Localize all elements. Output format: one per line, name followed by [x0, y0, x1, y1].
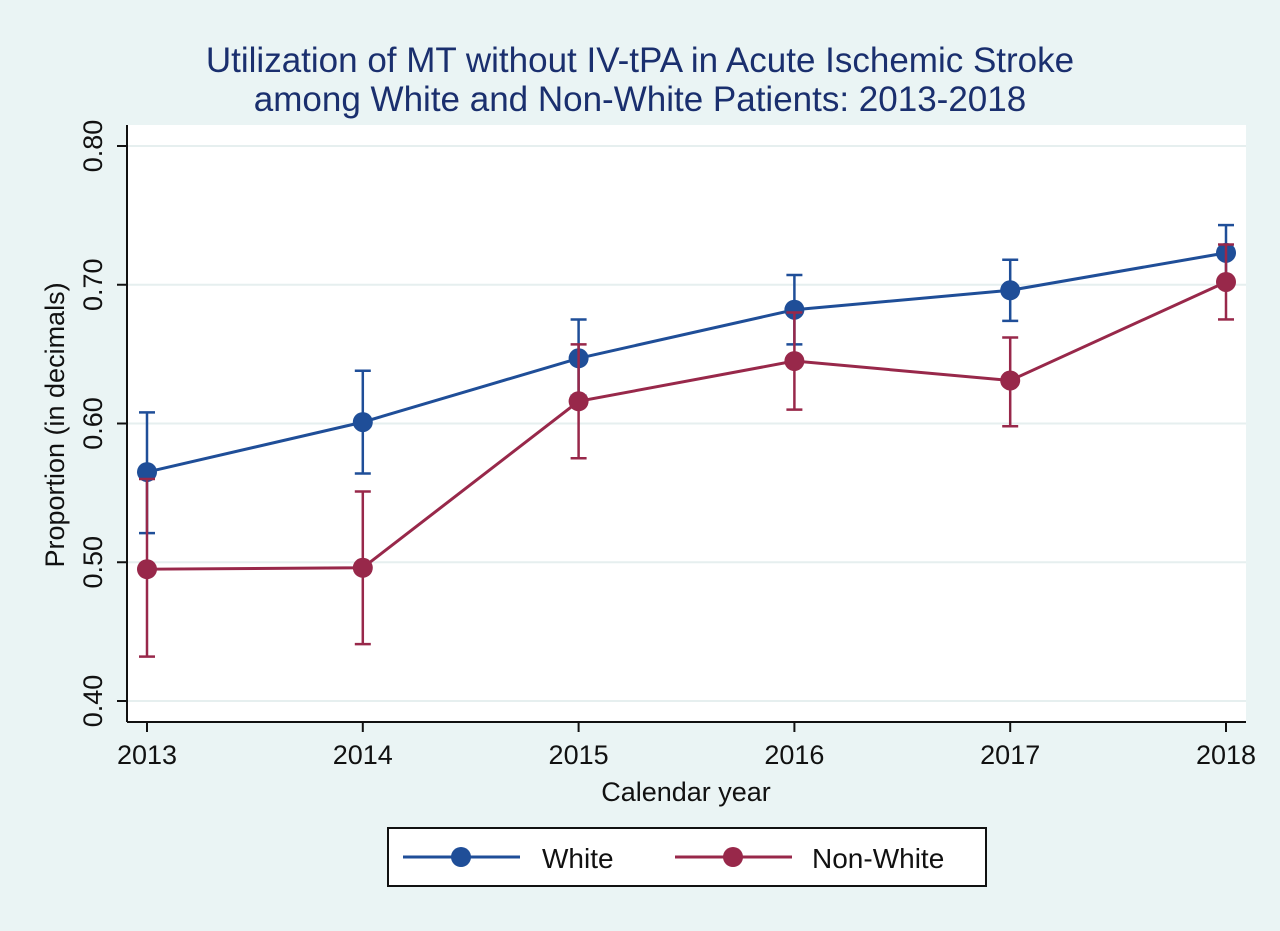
legend-marker-white	[451, 847, 471, 867]
data-point-non-white-2017	[1000, 370, 1021, 391]
data-point-non-white-2016	[784, 351, 805, 372]
data-point-white-2017	[1000, 280, 1021, 301]
data-point-non-white-2014	[352, 557, 373, 578]
y-tick-label-1: 0.50	[78, 536, 108, 589]
chart-title: Utilization of MT without IV-tPA in Acut…	[206, 41, 1074, 80]
legend-label-non-white: Non-White	[812, 843, 944, 874]
x-tick-label-4: 2017	[980, 740, 1040, 770]
data-point-non-white-2015	[568, 391, 589, 412]
x-tick-label-0: 2013	[117, 740, 177, 770]
y-tick-label-3: 0.70	[78, 258, 108, 311]
x-tick-label-5: 2018	[1196, 740, 1256, 770]
series-line-non-white	[146, 280, 1227, 571]
chart-subtitle: among White and Non-White Patients: 2013…	[254, 80, 1026, 119]
series-line-white	[146, 251, 1227, 474]
x-tick-label-1: 2014	[333, 740, 393, 770]
y-tick-label-0: 0.40	[78, 675, 108, 728]
y-tick-label-4: 0.80	[78, 120, 108, 173]
data-point-white-2014	[352, 412, 373, 433]
legend-marker-non-white	[723, 847, 743, 867]
data-point-white-2013	[137, 462, 157, 483]
x-tick-label-2: 2015	[549, 740, 609, 770]
legend: White Non-White	[387, 827, 987, 887]
data-point-white-2016	[784, 299, 805, 320]
legend-label-white: White	[542, 843, 614, 874]
x-tick-label-3: 2016	[764, 740, 824, 770]
series-non-white	[137, 243, 1236, 658]
y-tick-label-2: 0.60	[78, 397, 108, 450]
data-point-non-white-2013	[137, 559, 157, 580]
y-axis-label: Proportion (in decimals)	[40, 282, 70, 567]
x-axis-label: Calendar year	[601, 777, 771, 807]
data-point-non-white-2018	[1216, 271, 1236, 292]
